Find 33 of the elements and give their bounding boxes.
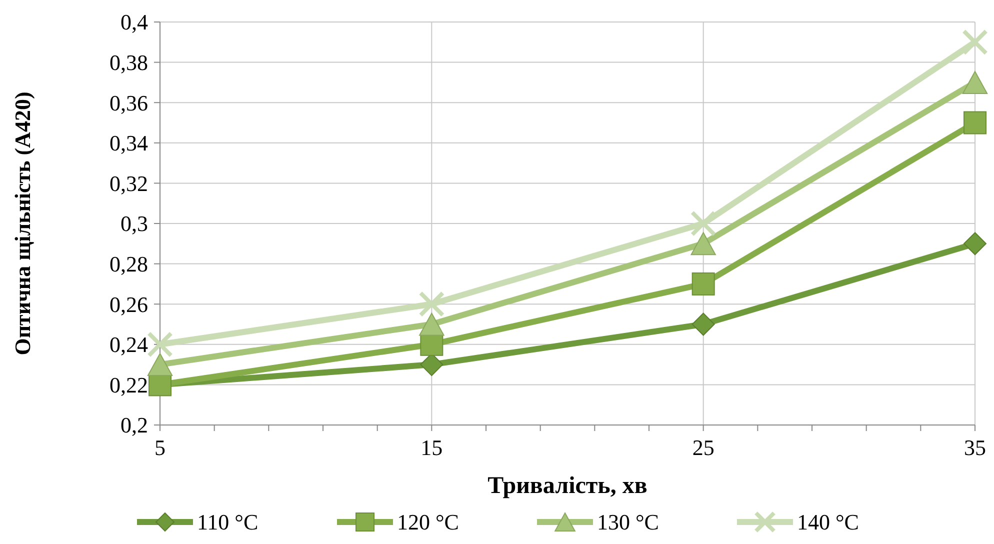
x-tick-label: 35 <box>964 435 986 460</box>
y-tick-label: 0,22 <box>110 372 148 398</box>
y-tick-label: 0,26 <box>110 292 148 317</box>
y-tick-label: 0,24 <box>110 332 148 358</box>
point <box>147 353 173 376</box>
y-tick-label: 0,28 <box>110 252 148 276</box>
point <box>964 232 986 256</box>
x-tick-label: 5 <box>154 435 166 460</box>
point <box>147 331 173 358</box>
legend-label: 140 °C <box>797 510 859 535</box>
y-tick-label: 0,38 <box>110 50 148 75</box>
point <box>690 232 716 256</box>
y-tick-label: 0,34 <box>110 130 148 156</box>
x-tick-label: 15 <box>420 435 443 460</box>
y-tick-label: 0,2 <box>120 412 148 438</box>
x-axis-title: Тривалість, хв <box>488 473 648 499</box>
point <box>962 29 988 56</box>
y-tick-label: 0,36 <box>110 90 148 116</box>
point <box>962 70 988 94</box>
point <box>692 312 715 336</box>
y-axis-title: Оптична щільність (А420) <box>10 92 35 356</box>
legend-label: 130 °C <box>597 510 659 535</box>
point <box>692 272 715 296</box>
legend-label: 120 °C <box>397 510 459 535</box>
legend-label: 110 °C <box>197 510 258 535</box>
y-tick-label: 0,3 <box>120 211 148 236</box>
point <box>419 312 444 336</box>
point <box>418 291 445 318</box>
point <box>690 210 716 236</box>
y-tick-label: 0,32 <box>110 170 148 196</box>
point <box>964 111 986 134</box>
y-tick-label: 0,4 <box>120 10 148 35</box>
x-tick-label: 25 <box>692 435 714 460</box>
